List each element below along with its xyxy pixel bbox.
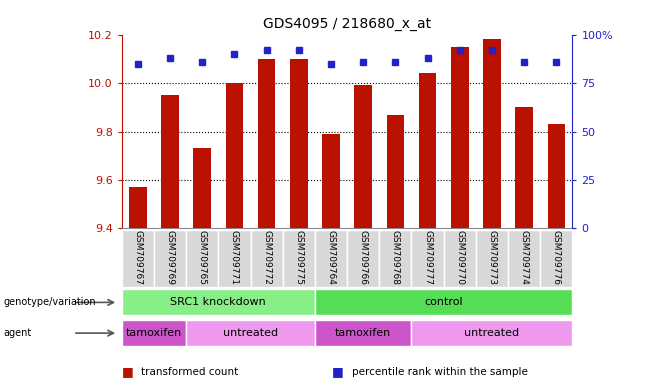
Bar (451, 47, 468, 228)
Text: GSM709768: GSM709768 (391, 230, 400, 285)
Text: tamoxifen: tamoxifen (126, 328, 182, 338)
Bar (251, 230, 283, 287)
Text: transformed count: transformed count (141, 367, 239, 377)
Text: GSM709776: GSM709776 (552, 230, 561, 285)
Bar (322, 134, 340, 228)
Bar (386, 114, 404, 228)
Bar (154, 230, 186, 287)
Bar (347, 230, 379, 287)
Text: untreated: untreated (223, 328, 278, 338)
Text: GSM709767: GSM709767 (134, 230, 142, 285)
Text: ■: ■ (332, 365, 344, 378)
Bar (411, 230, 443, 287)
Bar (508, 230, 540, 287)
Bar (547, 124, 565, 228)
Text: GSM709775: GSM709775 (294, 230, 303, 285)
Bar (129, 187, 147, 228)
Text: GSM709770: GSM709770 (455, 230, 465, 285)
Text: percentile rank within the sample: percentile rank within the sample (352, 367, 528, 377)
Text: GSM709771: GSM709771 (230, 230, 239, 285)
Text: GSM709774: GSM709774 (520, 230, 528, 285)
Text: GSM709765: GSM709765 (197, 230, 207, 285)
Text: GSM709764: GSM709764 (326, 230, 336, 285)
Bar (540, 230, 572, 287)
Bar (483, 40, 501, 228)
Text: control: control (424, 297, 463, 308)
Bar (122, 230, 154, 287)
Text: GSM709766: GSM709766 (359, 230, 368, 285)
Text: untreated: untreated (465, 328, 520, 338)
Bar (161, 95, 179, 228)
Text: tamoxifen: tamoxifen (335, 328, 392, 338)
Text: GSM709769: GSM709769 (166, 230, 174, 285)
Bar (476, 230, 508, 287)
Bar (379, 230, 411, 287)
Bar (315, 320, 411, 346)
Bar (290, 59, 308, 228)
Bar (122, 290, 315, 315)
Text: SRC1 knockdown: SRC1 knockdown (170, 297, 266, 308)
Bar (418, 73, 436, 228)
Text: GSM709777: GSM709777 (423, 230, 432, 285)
Bar (315, 230, 347, 287)
Bar (283, 230, 315, 287)
Bar (315, 290, 572, 315)
Bar (258, 59, 276, 228)
Bar (226, 83, 243, 228)
Text: GSM709773: GSM709773 (488, 230, 497, 285)
Bar (443, 230, 476, 287)
Bar (355, 86, 372, 228)
Bar (186, 230, 218, 287)
Text: genotype/variation: genotype/variation (3, 297, 96, 308)
Bar (411, 320, 572, 346)
Text: ■: ■ (122, 365, 134, 378)
Text: agent: agent (3, 328, 32, 338)
Bar (186, 320, 315, 346)
Bar (515, 107, 533, 228)
Text: GSM709772: GSM709772 (262, 230, 271, 285)
Title: GDS4095 / 218680_x_at: GDS4095 / 218680_x_at (263, 17, 431, 31)
Bar (218, 230, 251, 287)
Bar (193, 149, 211, 228)
Bar (122, 320, 186, 346)
